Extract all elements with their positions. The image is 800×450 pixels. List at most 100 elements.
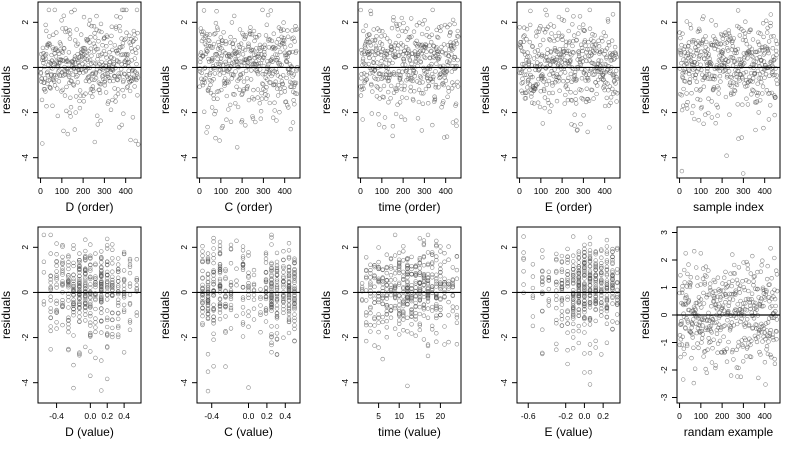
data-point	[571, 273, 576, 278]
data-point	[388, 292, 394, 298]
data-point	[574, 77, 579, 82]
data-point	[99, 388, 104, 393]
data-point	[205, 287, 211, 292]
data-point	[114, 48, 119, 53]
data-point	[281, 335, 286, 340]
data-point	[200, 282, 205, 288]
data-point	[580, 97, 586, 102]
data-point	[748, 354, 754, 360]
data-point	[446, 257, 451, 262]
data-point	[743, 19, 748, 24]
data-point	[540, 72, 545, 77]
data-point	[548, 50, 554, 55]
data-point	[426, 64, 432, 69]
data-point	[557, 55, 563, 60]
data-point	[542, 95, 548, 100]
data-point	[384, 57, 389, 63]
data-point	[134, 282, 139, 288]
data-point	[729, 90, 734, 96]
data-point	[386, 89, 391, 95]
data-point	[94, 27, 99, 32]
data-point	[384, 312, 389, 317]
data-point	[698, 282, 703, 287]
data-point	[521, 255, 526, 261]
data-point	[729, 47, 735, 52]
data-point	[380, 296, 385, 301]
data-point	[397, 307, 402, 312]
data-point	[681, 103, 686, 108]
data-point	[536, 29, 541, 34]
data-point	[243, 123, 248, 128]
data-point	[420, 80, 425, 85]
data-point	[428, 64, 434, 69]
data-point	[409, 297, 414, 302]
data-point	[121, 277, 127, 283]
data-point	[556, 79, 561, 84]
data-point	[376, 122, 382, 127]
data-point	[113, 24, 119, 29]
data-point	[606, 40, 611, 45]
data-point	[768, 246, 773, 251]
data-point	[105, 34, 110, 40]
data-point	[243, 33, 248, 38]
data-point	[694, 51, 699, 56]
data-point	[134, 257, 139, 262]
data-point	[746, 279, 751, 284]
data-point	[587, 258, 593, 264]
data-point	[768, 352, 773, 358]
x-tick-label: 200	[715, 186, 729, 196]
data-point	[704, 72, 709, 77]
data-point	[93, 261, 98, 266]
data-point	[682, 50, 688, 55]
data-point	[587, 278, 593, 283]
data-point	[205, 259, 211, 265]
data-point	[269, 295, 274, 301]
data-point	[259, 90, 264, 96]
data-point	[118, 71, 123, 76]
data-point	[613, 81, 618, 86]
data-point	[434, 302, 439, 307]
data-point	[286, 298, 292, 303]
data-point	[205, 271, 211, 276]
data-point	[88, 313, 93, 319]
data-point	[60, 304, 65, 310]
data-point	[762, 75, 767, 80]
data-point	[521, 39, 526, 44]
data-point	[582, 316, 587, 322]
data-point	[609, 52, 614, 57]
data-point	[200, 295, 205, 301]
data-point	[548, 62, 553, 68]
data-point	[68, 78, 73, 83]
data-point	[429, 39, 434, 45]
data-point	[121, 268, 127, 273]
data-point	[253, 119, 258, 125]
data-point	[261, 55, 267, 60]
data-point	[571, 266, 576, 272]
data-point	[556, 30, 561, 36]
data-point	[372, 75, 377, 80]
data-point	[399, 86, 404, 92]
data-point	[281, 249, 286, 254]
data-point	[697, 323, 703, 329]
data-point	[740, 62, 745, 67]
data-point	[277, 86, 283, 91]
data-point	[52, 51, 57, 56]
data-point	[376, 315, 381, 320]
data-point	[753, 300, 758, 306]
data-point	[65, 131, 70, 137]
data-point	[576, 293, 581, 299]
data-point	[430, 272, 435, 277]
data-point	[572, 123, 577, 128]
data-point	[610, 260, 615, 265]
data-point	[228, 307, 234, 313]
data-point	[217, 51, 222, 56]
data-point	[369, 83, 374, 88]
data-point	[368, 285, 373, 290]
data-point	[125, 52, 131, 57]
data-point	[401, 20, 406, 26]
data-point	[202, 109, 207, 114]
data-point	[212, 111, 217, 117]
data-point	[263, 307, 269, 313]
data-point	[246, 250, 251, 255]
data-point	[40, 141, 45, 146]
